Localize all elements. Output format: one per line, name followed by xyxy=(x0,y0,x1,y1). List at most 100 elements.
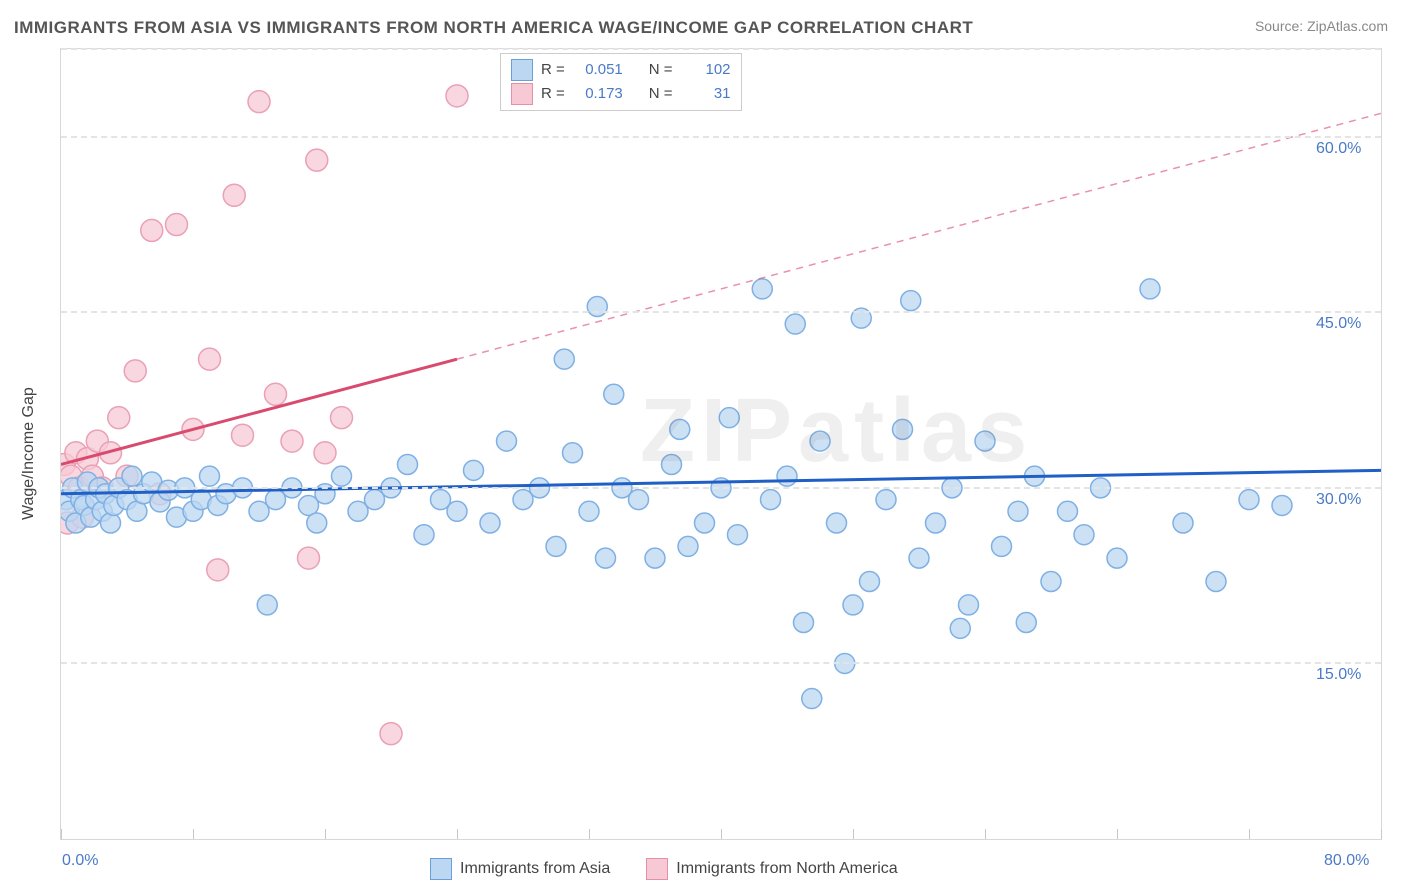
data-point xyxy=(728,525,748,545)
data-point xyxy=(1272,495,1292,515)
data-point xyxy=(200,466,220,486)
data-point xyxy=(1140,279,1160,299)
data-point xyxy=(331,407,353,429)
data-point xyxy=(992,536,1012,556)
data-point xyxy=(604,384,624,404)
data-point xyxy=(629,490,649,510)
series-legend-item: Immigrants from Asia xyxy=(430,858,610,880)
legend-n-label: N = xyxy=(649,82,673,106)
y-tick-label: 45.0% xyxy=(1316,315,1361,333)
data-point xyxy=(166,214,188,236)
data-point xyxy=(1008,501,1028,521)
data-point xyxy=(554,349,574,369)
data-point xyxy=(950,618,970,638)
data-point xyxy=(265,383,287,405)
x-tick xyxy=(1249,829,1250,839)
legend-n-value: 102 xyxy=(683,58,731,82)
data-point xyxy=(662,454,682,474)
x-tick xyxy=(193,829,194,839)
data-point xyxy=(1107,548,1127,568)
data-point xyxy=(678,536,698,556)
data-point xyxy=(761,490,781,510)
gridline xyxy=(61,487,1381,489)
x-end-label: 80.0% xyxy=(1324,852,1369,870)
data-point xyxy=(975,431,995,451)
data-point xyxy=(414,525,434,545)
gridline xyxy=(61,311,1381,313)
data-point xyxy=(248,91,270,113)
data-point xyxy=(207,559,229,581)
data-point xyxy=(480,513,500,533)
data-point xyxy=(1239,490,1259,510)
data-point xyxy=(257,595,277,615)
data-point xyxy=(398,454,418,474)
data-point xyxy=(1206,572,1226,592)
trend-line-dashed xyxy=(457,113,1381,359)
data-point xyxy=(1041,572,1061,592)
series-legend-item: Immigrants from North America xyxy=(646,858,897,880)
y-tick-label: 60.0% xyxy=(1316,140,1361,158)
data-point xyxy=(199,348,221,370)
legend-swatch xyxy=(511,83,533,105)
data-point xyxy=(546,536,566,556)
data-point xyxy=(314,442,336,464)
data-point xyxy=(777,466,797,486)
data-point xyxy=(223,184,245,206)
x-tick xyxy=(853,829,854,839)
legend-r-label: R = xyxy=(541,58,565,82)
data-point xyxy=(901,291,921,311)
legend-n-value: 31 xyxy=(683,82,731,106)
x-tick xyxy=(457,829,458,839)
data-point xyxy=(124,360,146,382)
gridline xyxy=(61,136,1381,138)
legend-row: R = 0.051 N = 102 xyxy=(511,58,731,82)
data-point xyxy=(298,547,320,569)
y-tick-label: 30.0% xyxy=(1316,491,1361,509)
data-point xyxy=(101,513,121,533)
data-point xyxy=(785,314,805,334)
data-point xyxy=(909,548,929,568)
data-point xyxy=(802,689,822,709)
data-point xyxy=(860,572,880,592)
data-point xyxy=(810,431,830,451)
series-legend: Immigrants from Asia Immigrants from Nort… xyxy=(430,858,898,880)
data-point xyxy=(281,430,303,452)
x-tick xyxy=(1381,829,1382,839)
x-tick xyxy=(61,829,62,839)
data-point xyxy=(380,723,402,745)
data-point xyxy=(122,466,142,486)
data-point xyxy=(1058,501,1078,521)
legend-swatch xyxy=(511,59,533,81)
data-point xyxy=(596,548,616,568)
data-point xyxy=(307,513,327,533)
series-name: Immigrants from Asia xyxy=(460,860,610,878)
data-point xyxy=(959,595,979,615)
x-tick xyxy=(589,829,590,839)
data-point xyxy=(670,419,690,439)
data-point xyxy=(446,85,468,107)
legend-r-value: 0.051 xyxy=(575,58,623,82)
y-axis-label: Wage/Income Gap xyxy=(20,387,38,520)
data-point xyxy=(141,219,163,241)
data-point xyxy=(1016,612,1036,632)
data-point xyxy=(1074,525,1094,545)
x-tick xyxy=(325,829,326,839)
y-tick-label: 15.0% xyxy=(1316,666,1361,684)
data-point xyxy=(232,424,254,446)
correlation-legend: R =0.051N =102R =0.173N =31 xyxy=(500,53,742,111)
legend-n-label: N = xyxy=(649,58,673,82)
source-label: Source: ZipAtlas.com xyxy=(1255,18,1388,34)
chart-title: IMMIGRANTS FROM ASIA VS IMMIGRANTS FROM … xyxy=(14,18,973,38)
data-point xyxy=(695,513,715,533)
data-point xyxy=(794,612,814,632)
data-point xyxy=(306,149,328,171)
data-point xyxy=(447,501,467,521)
data-point xyxy=(719,408,739,428)
data-point xyxy=(752,279,772,299)
data-point xyxy=(579,501,599,521)
x-tick xyxy=(1117,829,1118,839)
data-point xyxy=(843,595,863,615)
x-start-label: 0.0% xyxy=(62,852,98,870)
series-name: Immigrants from North America xyxy=(676,860,897,878)
x-tick xyxy=(985,829,986,839)
